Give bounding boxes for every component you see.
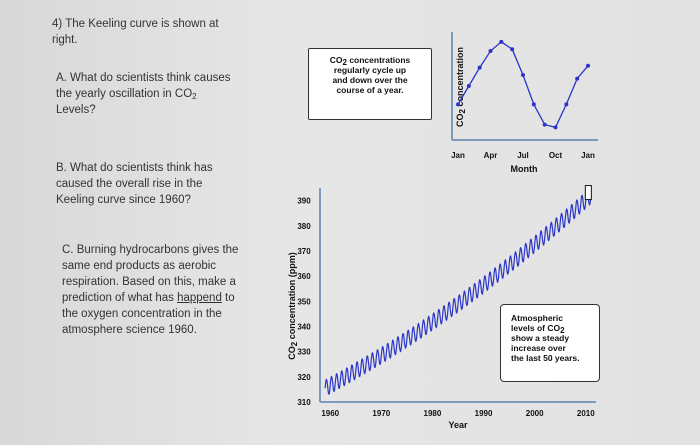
keeling-x-tick-label: 1970	[372, 409, 390, 418]
question-a-text: the yearly oscillation in CO	[56, 88, 193, 100]
question-b: B. What do scientists think has caused t…	[56, 160, 271, 208]
seasonal-data-point	[456, 102, 460, 107]
seasonal-data-point	[553, 125, 558, 130]
callout-text: concentrations	[346, 55, 411, 65]
callout-line: show a steady	[511, 333, 570, 343]
seasonal-data-point	[531, 102, 536, 107]
question-c-text: to	[221, 292, 235, 304]
question-a-line: A. What do scientists think causes	[56, 72, 231, 84]
keeling-x-tick-label: 1980	[424, 409, 442, 418]
question-c-underlined: happend	[177, 292, 222, 304]
keeling-x-tick-label: 2010	[577, 409, 595, 418]
seasonal-data-point	[521, 72, 525, 77]
callout-line: increase over	[511, 343, 566, 353]
question-b-line: caused the overall rise in the	[56, 178, 203, 190]
callout-text: levels of CO	[511, 323, 561, 333]
question-c: C. Burning hydrocarbons gives the same e…	[62, 242, 272, 338]
question-c-line: the oxygen concentration in the	[62, 308, 222, 320]
question-b-line: Keeling curve since 1960?	[56, 194, 191, 206]
keeling-x-tick-label: 1960	[321, 409, 339, 418]
keeling-y-tick-label: 360	[297, 272, 311, 281]
seasonal-data-point	[499, 39, 504, 44]
trend-callout: Atmospheric levels of CO2 show a steady …	[500, 304, 600, 382]
question-c-text: prediction of what has	[62, 292, 178, 304]
keeling-y-tick-label: 350	[297, 297, 311, 306]
keeling-end-marker	[584, 185, 592, 201]
callout-line: CO2 concentrations	[313, 55, 427, 67]
subscript: 2	[192, 92, 197, 101]
callout-line: Atmospheric	[511, 313, 563, 323]
callout-line: regularly cycle up	[333, 65, 407, 75]
seasonal-data-point	[466, 84, 471, 88]
seasonal-data-point	[542, 122, 547, 127]
question-a-line: the yearly oscillation in CO2	[56, 86, 271, 102]
question-b-line: B. What do scientists think has	[56, 162, 213, 174]
question-4-line: right.	[52, 34, 78, 46]
seasonal-data-point	[564, 102, 569, 107]
question-c-line: same end products as aerobic	[62, 260, 217, 272]
callout-text: CO	[329, 55, 343, 65]
question-4-line: 4) The Keeling curve is shown at	[52, 18, 219, 30]
keeling-y-tick-label: 320	[297, 373, 311, 382]
seasonal-data-point	[510, 47, 515, 52]
seasonal-data-point	[488, 49, 493, 54]
callout-line: levels of CO2	[511, 323, 595, 335]
question-c-line: prediction of what has happend to	[62, 290, 272, 306]
question-a: A. What do scientists think causes the y…	[56, 70, 271, 118]
seasonal-x-tick-label: Oct	[549, 151, 563, 160]
seasonal-data-point	[575, 76, 580, 81]
keeling-y-tick-label: 390	[297, 197, 311, 206]
question-c-line: C. Burning hydrocarbons gives the	[62, 244, 239, 256]
subscript: 2	[342, 58, 347, 67]
question-4: 4) The Keeling curve is shown at right.	[52, 16, 252, 48]
subscript: 2	[560, 326, 565, 335]
keeling-x-axis-title: Year	[448, 420, 468, 430]
callout-line: and down over the	[332, 75, 408, 85]
seasonal-callout: CO2 concentrations regularly cycle up an…	[308, 48, 432, 120]
keeling-series-line	[324, 190, 592, 395]
callout-line: course of a year.	[336, 85, 404, 95]
seasonal-x-tick-label: Apr	[484, 151, 498, 160]
keeling-y-tick-label: 340	[297, 322, 311, 331]
keeling-y-tick-label: 330	[297, 348, 311, 357]
question-c-line: respiration. Based on this, make a	[62, 276, 236, 288]
seasonal-series-line	[457, 40, 589, 129]
keeling-y-tick-label: 310	[297, 398, 311, 407]
seasonal-x-axis-title: Month	[511, 164, 538, 174]
seasonal-x-tick-label: Jan	[581, 151, 595, 160]
seasonal-data-point	[477, 65, 482, 70]
question-a-line: Levels?	[56, 104, 96, 116]
keeling-x-tick-label: 2000	[526, 409, 544, 418]
seasonal-x-tick-label: Jul	[517, 151, 529, 160]
keeling-x-tick-label: 1990	[475, 409, 493, 418]
seasonal-data-point	[586, 63, 590, 68]
seasonal-x-tick-label: Jan	[451, 151, 465, 160]
callout-line: the last 50 years.	[511, 353, 580, 363]
question-c-line: atmosphere science 1960.	[62, 324, 197, 336]
keeling-y-tick-label: 370	[297, 247, 311, 256]
keeling-y-tick-label: 380	[297, 222, 311, 231]
